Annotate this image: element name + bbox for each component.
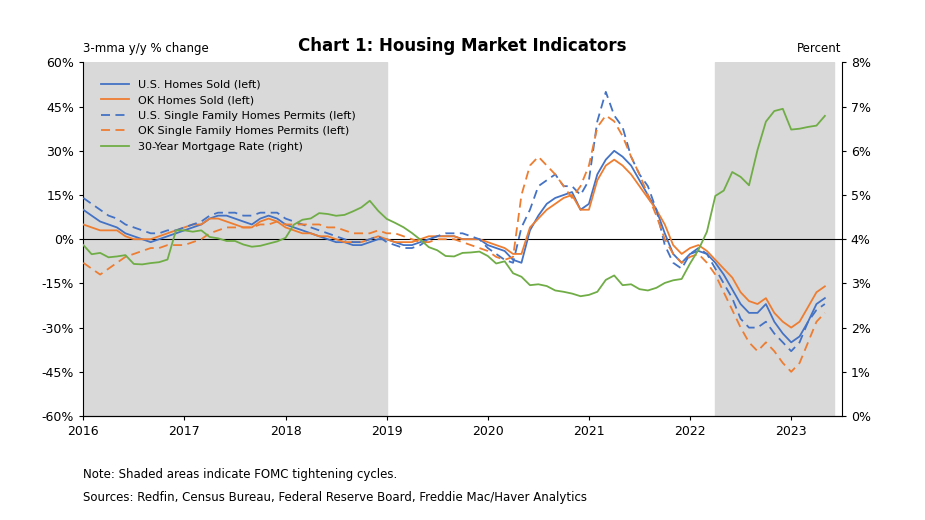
Bar (715, 62, 833, 416)
Text: Note: Shaded areas indicate FOMC tightening cycles.: Note: Shaded areas indicate FOMC tighten… (83, 468, 398, 481)
Title: Chart 1: Housing Market Indicators: Chart 1: Housing Market Indicators (298, 37, 627, 55)
Text: Sources: Redfin, Census Bureau, Federal Reserve Board, Freddie Mac/Haver Analyti: Sources: Redfin, Census Bureau, Federal … (83, 491, 587, 504)
Legend: U.S. Homes Sold (left), OK Homes Sold (left), U.S. Single Family Homes Permits (: U.S. Homes Sold (left), OK Homes Sold (l… (96, 75, 360, 156)
Text: 3-mma y/y % change: 3-mma y/y % change (83, 42, 209, 55)
Bar (83, 62, 387, 416)
Text: Percent: Percent (797, 42, 842, 55)
